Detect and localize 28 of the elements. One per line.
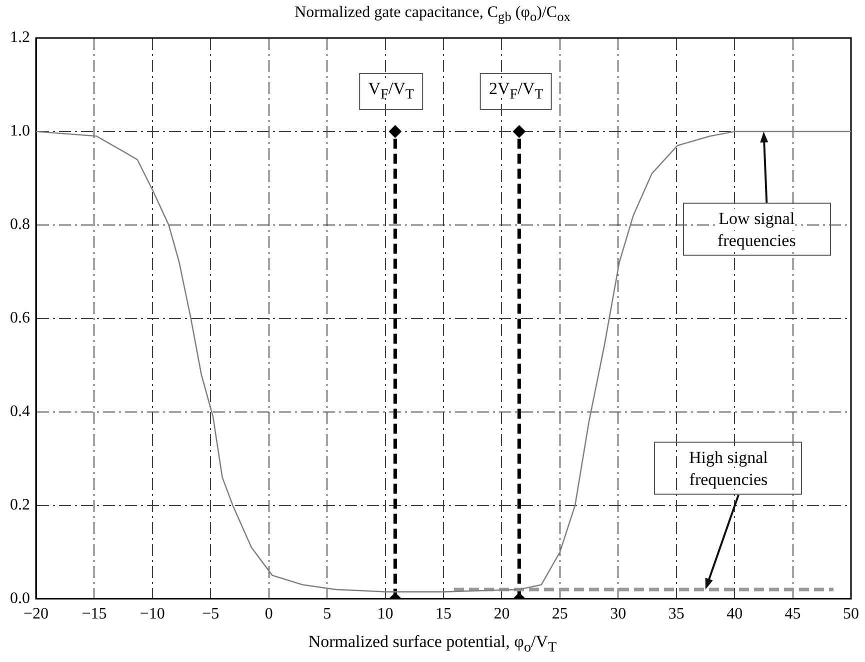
x-tick-label: 45 — [784, 606, 801, 623]
y-tick-label: 0.8 — [10, 216, 30, 234]
annotation: 2V$_{F}$/V$_{T}$ — [489, 79, 544, 103]
x-tick-label: 15 — [436, 606, 452, 623]
y-axis-title: Normalized gate capacitance, C$_{gb}$ (φ$_{o}$)/C$_{ox}$ — [294, 4, 572, 26]
x-tick-label: 0 — [264, 606, 273, 623]
x-tick-label: −10 — [140, 606, 165, 623]
x-tick-label: 20 — [494, 606, 510, 623]
y-tick-label: 1.0 — [10, 122, 30, 140]
annotation: High signal frequencies — [689, 448, 768, 488]
x-tick-label: 50 — [843, 606, 859, 623]
y-tick-label: 1.2 — [10, 29, 30, 46]
x-tick-label: −5 — [202, 606, 220, 623]
y-tick-label: 0.4 — [10, 403, 30, 420]
x-tick-label: 40 — [726, 606, 743, 623]
x-tick-label: 35 — [668, 606, 684, 623]
annotation: V$_{F}$/V$_{T}$ — [368, 79, 414, 103]
annotation: Low signal frequencies — [718, 209, 796, 250]
x-tick-label: 30 — [610, 606, 626, 623]
x-tick-label: −20 — [23, 606, 49, 623]
x-tick-label: 10 — [377, 606, 394, 623]
x-tick-label: 5 — [323, 606, 332, 623]
y-tick-label: 0.6 — [10, 310, 30, 327]
x-axis-title: Normalized surface potential, φ$_{o}$/V$_{T}$ — [307, 632, 558, 656]
x-tick-label: −15 — [82, 606, 107, 623]
y-tick-label: 0.2 — [10, 496, 30, 514]
y-tick-label: 0.0 — [10, 590, 30, 608]
x-tick-label: 25 — [552, 606, 568, 623]
